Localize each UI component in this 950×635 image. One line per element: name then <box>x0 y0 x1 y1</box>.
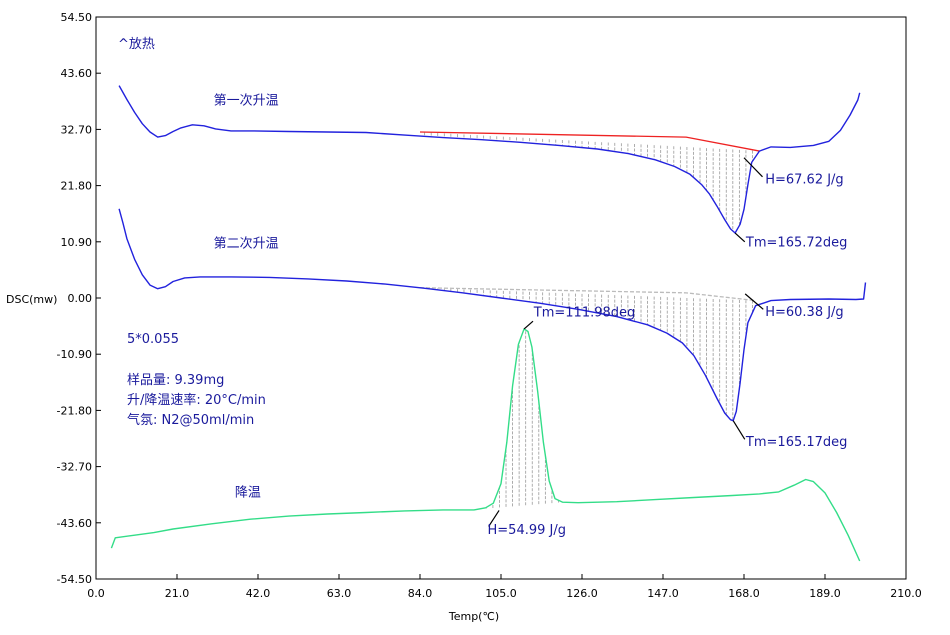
integration-baselines <box>419 131 760 302</box>
info-atmosphere: 气氛: N2@50ml/min <box>127 412 254 428</box>
x-tick-label: 126.0 <box>566 587 598 600</box>
x-tick-label: 147.0 <box>647 587 679 600</box>
x-tick-label: 168.0 <box>728 587 760 600</box>
x-tick-label: 0.0 <box>87 587 105 600</box>
x-tick-label: 189.0 <box>809 587 841 600</box>
y-tick-label: -10.90 <box>57 348 92 361</box>
annotation-label: Tm=111.98deg <box>533 306 636 321</box>
y-tick-label: -21.80 <box>57 404 92 417</box>
annotation-leader <box>744 293 764 310</box>
info-sample-code: 5*0.055 <box>127 332 179 347</box>
y-tick-label: 21.80 <box>61 180 93 193</box>
annotation-label: 第一次升温 <box>214 93 279 109</box>
y-tick-label: 0.00 <box>68 292 93 305</box>
y-tick-label: 32.70 <box>61 123 93 136</box>
annotation-label: 降温 <box>235 486 261 501</box>
y-tick-label: -43.60 <box>57 517 92 530</box>
x-axis: 0.0 21.0 42.0 63.0 84.0 105.0 126.0 147.0 168.0 1… <box>87 574 922 600</box>
info-rate: 升/降温速率: 20°C/min <box>127 392 266 408</box>
annotation-label: Tm=165.17deg <box>745 435 848 450</box>
series-line <box>118 85 861 234</box>
exothermic-label: ^放热 <box>118 37 155 52</box>
annotation-leader <box>732 420 746 440</box>
x-tick-label: 42.0 <box>246 587 271 600</box>
annotation-label: Tm=165.72deg <box>745 235 848 250</box>
series-line <box>110 328 861 562</box>
x-tick-label: 210.0 <box>890 587 922 600</box>
annotation-leader <box>743 157 763 178</box>
annotation-label: H=60.38 J/g <box>765 305 843 320</box>
y-axis: 54.50 43.60 32.70 21.80 10.90 0.00 -10.90 -21.8… <box>57 11 101 586</box>
x-axis-title: Temp(℃) <box>448 610 499 623</box>
x-tick-label: 21.0 <box>165 587 190 600</box>
annotation-label: H=67.62 J/g <box>765 173 843 188</box>
series-line <box>118 208 867 422</box>
y-axis-title: DSC(mw) <box>6 293 57 306</box>
y-tick-label: 43.60 <box>61 67 93 80</box>
peak-hatching <box>424 132 753 509</box>
annotation-leader <box>488 510 500 527</box>
curves <box>110 85 867 562</box>
x-tick-label: 63.0 <box>327 587 352 600</box>
y-tick-label: 54.50 <box>61 11 93 24</box>
info-sample-mass: 样品量: 9.39mg <box>127 373 224 388</box>
baseline-line <box>419 131 760 152</box>
y-tick-label: -32.70 <box>57 461 92 474</box>
annotation-leader <box>734 232 746 243</box>
annotation-label: 第二次升温 <box>214 235 279 251</box>
x-tick-label: 84.0 <box>408 587 433 600</box>
annotation-leader <box>523 320 534 330</box>
annotation-label: H=54.99 J/g <box>488 523 566 538</box>
y-tick-label: -54.50 <box>57 573 92 586</box>
x-tick-label: 105.0 <box>485 587 517 600</box>
y-tick-label: 10.90 <box>61 236 93 249</box>
baseline-line <box>419 287 756 302</box>
